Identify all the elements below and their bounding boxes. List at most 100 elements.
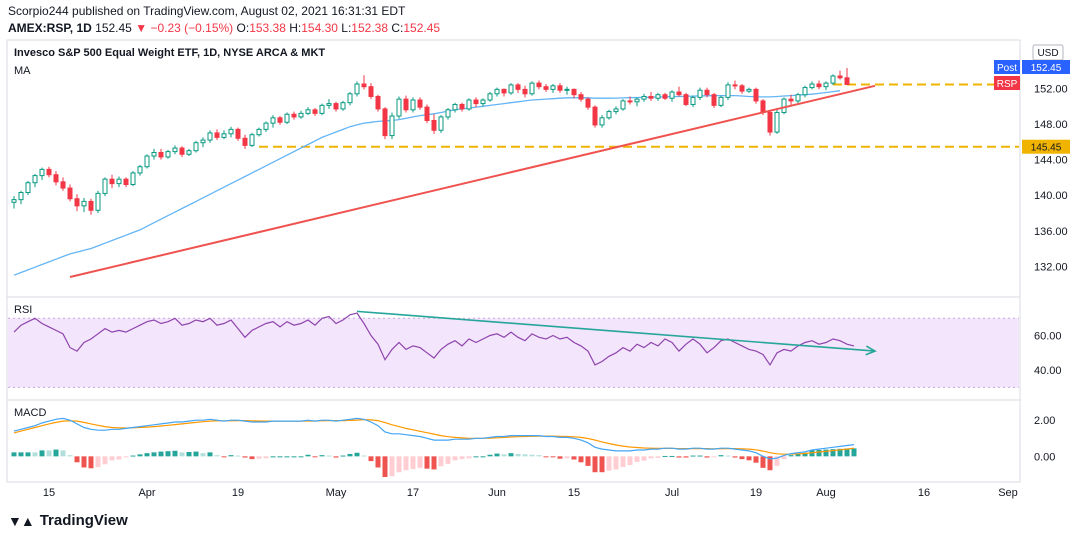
macd-histogram-bar (578, 456, 584, 463)
macd-histogram-bar (438, 456, 444, 467)
candle-body (494, 88, 500, 95)
post-label: Post (997, 63, 1017, 74)
candle-body (725, 84, 731, 98)
macd-histogram-bar (221, 456, 227, 458)
macd-histogram-bar (536, 455, 542, 457)
candle-body (557, 85, 563, 91)
rsi-divergence-line (356, 310, 876, 352)
candle-body (396, 98, 402, 117)
macd-histogram-bar (529, 454, 535, 457)
candle-body (844, 77, 850, 85)
high-label: H: (289, 21, 302, 35)
macd-layer (11, 417, 857, 477)
macd-histogram-bar (837, 448, 843, 457)
macd-histogram-bar (494, 453, 500, 457)
macd-histogram-bar (53, 449, 59, 457)
candle-body (312, 109, 318, 114)
macd-histogram-bar (165, 451, 171, 457)
macd-histogram-bar (340, 455, 346, 457)
candle-body (193, 142, 199, 152)
candle-body (18, 192, 24, 201)
macd-histogram-bar (480, 456, 486, 458)
candle-body (200, 139, 206, 144)
macd-histogram-bar (417, 456, 423, 468)
macd-histogram-bar (312, 456, 318, 458)
candle-body (109, 178, 115, 185)
macd-histogram-bar (676, 456, 682, 458)
candle-body (487, 93, 493, 101)
macd-histogram-bar (361, 455, 367, 457)
macd-histogram-bar (599, 456, 605, 473)
candle-body (711, 94, 717, 106)
candle-body (88, 200, 94, 211)
time-tick-label: Apr (138, 487, 155, 499)
macd-histogram-bar (844, 448, 850, 457)
macd-histogram-bar (172, 450, 178, 457)
level-lines-layer (259, 83, 1019, 148)
chart-frame (6, 39, 1021, 483)
candle-body (144, 155, 150, 168)
macd-histogram-bar (186, 451, 192, 457)
symbol-price-badge: RSP (994, 76, 1020, 90)
macd-tick-label: 0.00 (1034, 451, 1055, 463)
candle-body (767, 111, 773, 133)
low-label: L: (341, 21, 352, 35)
macd-histogram-bar (88, 456, 94, 469)
macd-histogram-bar (522, 454, 528, 457)
candle-body (60, 181, 66, 189)
macd-histogram-bar (137, 454, 143, 457)
candle-body (53, 174, 59, 183)
rsi-divergence-arrowhead (865, 345, 877, 356)
macd-histogram-bar (620, 456, 626, 468)
candle-body (634, 98, 640, 103)
low-value: 152.38 (351, 21, 388, 35)
macd-histogram-bar (725, 455, 731, 457)
symbol-badge-label: RSP (997, 79, 1018, 90)
macd-histogram-bar (403, 456, 409, 471)
candle-body (277, 117, 283, 123)
candle-body (137, 166, 143, 174)
candle-body (459, 103, 465, 110)
candle-body (186, 150, 192, 155)
rsi-tick-label: 60.00 (1034, 331, 1062, 343)
macd-histogram-bar (634, 456, 640, 462)
candle-body (389, 115, 395, 137)
macd-legend: MACD (14, 407, 46, 419)
macd-histogram-bar (144, 453, 150, 457)
candle-body (228, 128, 234, 135)
candle-body (823, 82, 829, 88)
price-tick-label: 144.00 (1034, 155, 1068, 167)
macd-histogram-bar (249, 456, 255, 460)
macd-histogram-bar (452, 456, 458, 461)
candle-body (585, 98, 591, 108)
candles-layer (11, 68, 850, 215)
candle-body (564, 88, 570, 91)
macd-histogram-bar (648, 456, 654, 459)
macd-histogram-bar (32, 452, 38, 457)
candle-body (361, 83, 367, 88)
support-badge-value: 145.45 (1031, 143, 1062, 154)
macd-histogram-bar (788, 455, 794, 457)
macd-histogram-bar (571, 456, 577, 460)
macd-histogram-bar (333, 456, 339, 458)
candle-body (795, 94, 801, 102)
candle-body (305, 109, 311, 114)
macd-histogram-bar (851, 448, 857, 457)
macd-histogram-bar (228, 455, 234, 457)
macd-histogram-bar (95, 456, 101, 468)
candle-body (130, 172, 136, 186)
publisher-text: Scorpio244 published on TradingView.com,… (8, 4, 406, 18)
candle-body (375, 95, 381, 110)
candle-body (627, 100, 633, 103)
macd-histogram-bar (809, 450, 815, 457)
publisher-line: Scorpio244 published on TradingView.com,… (8, 3, 440, 20)
macd-histogram-bar (151, 452, 157, 457)
macd-histogram-bar (11, 452, 17, 457)
candle-body (508, 84, 514, 94)
currency-button[interactable]: USD (1032, 44, 1064, 61)
candle-body (599, 117, 605, 126)
candle-body (774, 111, 780, 133)
candle-body (501, 88, 507, 94)
open-label: O: (236, 21, 250, 35)
